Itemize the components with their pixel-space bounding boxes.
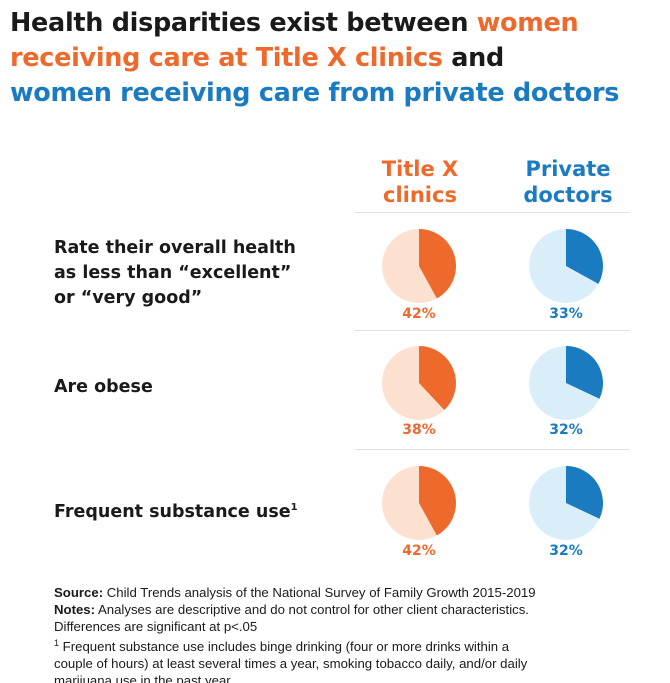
data-label: 42% xyxy=(402,543,436,559)
pie-slice xyxy=(419,466,456,536)
footnote-line-3: marijuana use in the past year. xyxy=(54,673,234,683)
column-header-private: Private doctors xyxy=(523,157,613,207)
data-label: 33% xyxy=(549,306,583,322)
row-label-line: or “very good” xyxy=(54,288,203,308)
title-line-2: receiving care at Title X clinics and xyxy=(10,43,504,73)
row-label: Rate their overall health as less than “e… xyxy=(54,236,354,311)
footnote-line-2: couple of hours) at least several times … xyxy=(54,656,528,671)
notes: Source: Child Trends analysis of the Nat… xyxy=(54,584,654,683)
pie-title-x xyxy=(382,229,456,303)
pie-title-x xyxy=(382,346,456,420)
row-label-line: Are obese xyxy=(54,377,153,397)
pie-slice xyxy=(566,229,603,284)
pie-slice xyxy=(566,466,603,519)
pie-private xyxy=(529,229,603,303)
divider xyxy=(355,449,630,450)
data-label: 32% xyxy=(549,422,583,438)
data-label: 42% xyxy=(402,306,436,322)
notes-line-2: Differences are significant at p<.05 xyxy=(54,619,258,634)
column-header-title-x: Title X clinics xyxy=(381,157,459,207)
pie-private xyxy=(529,466,603,540)
row-label: Frequent substance use1 xyxy=(54,495,354,525)
data-label: 38% xyxy=(402,422,436,438)
pie-title-x xyxy=(382,466,456,540)
pie-slice xyxy=(566,346,603,399)
row-label-line: Rate their overall health xyxy=(54,238,296,258)
pie-slice xyxy=(419,346,456,410)
title-line-1: Health disparities exist between women xyxy=(10,8,579,38)
pie-private xyxy=(529,346,603,420)
chart-title: Health disparities exist between women r… xyxy=(10,6,670,111)
footnote-line: 1 Frequent substance use includes binge … xyxy=(54,638,510,654)
divider xyxy=(355,212,630,213)
source-line: Source: Child Trends analysis of the Nat… xyxy=(54,585,536,600)
footnote-marker: 1 xyxy=(290,502,298,513)
row-label-line: as less than “excellent” xyxy=(54,263,292,283)
divider xyxy=(355,330,630,331)
row-label-line: Frequent substance use1 xyxy=(54,502,298,522)
notes-line: Notes: Analyses are descriptive and do n… xyxy=(54,602,529,617)
title-line-3: women receiving care from private doctor… xyxy=(10,78,620,108)
pie-slice xyxy=(419,229,456,299)
data-label: 32% xyxy=(549,543,583,559)
row-label: Are obese xyxy=(54,375,354,400)
